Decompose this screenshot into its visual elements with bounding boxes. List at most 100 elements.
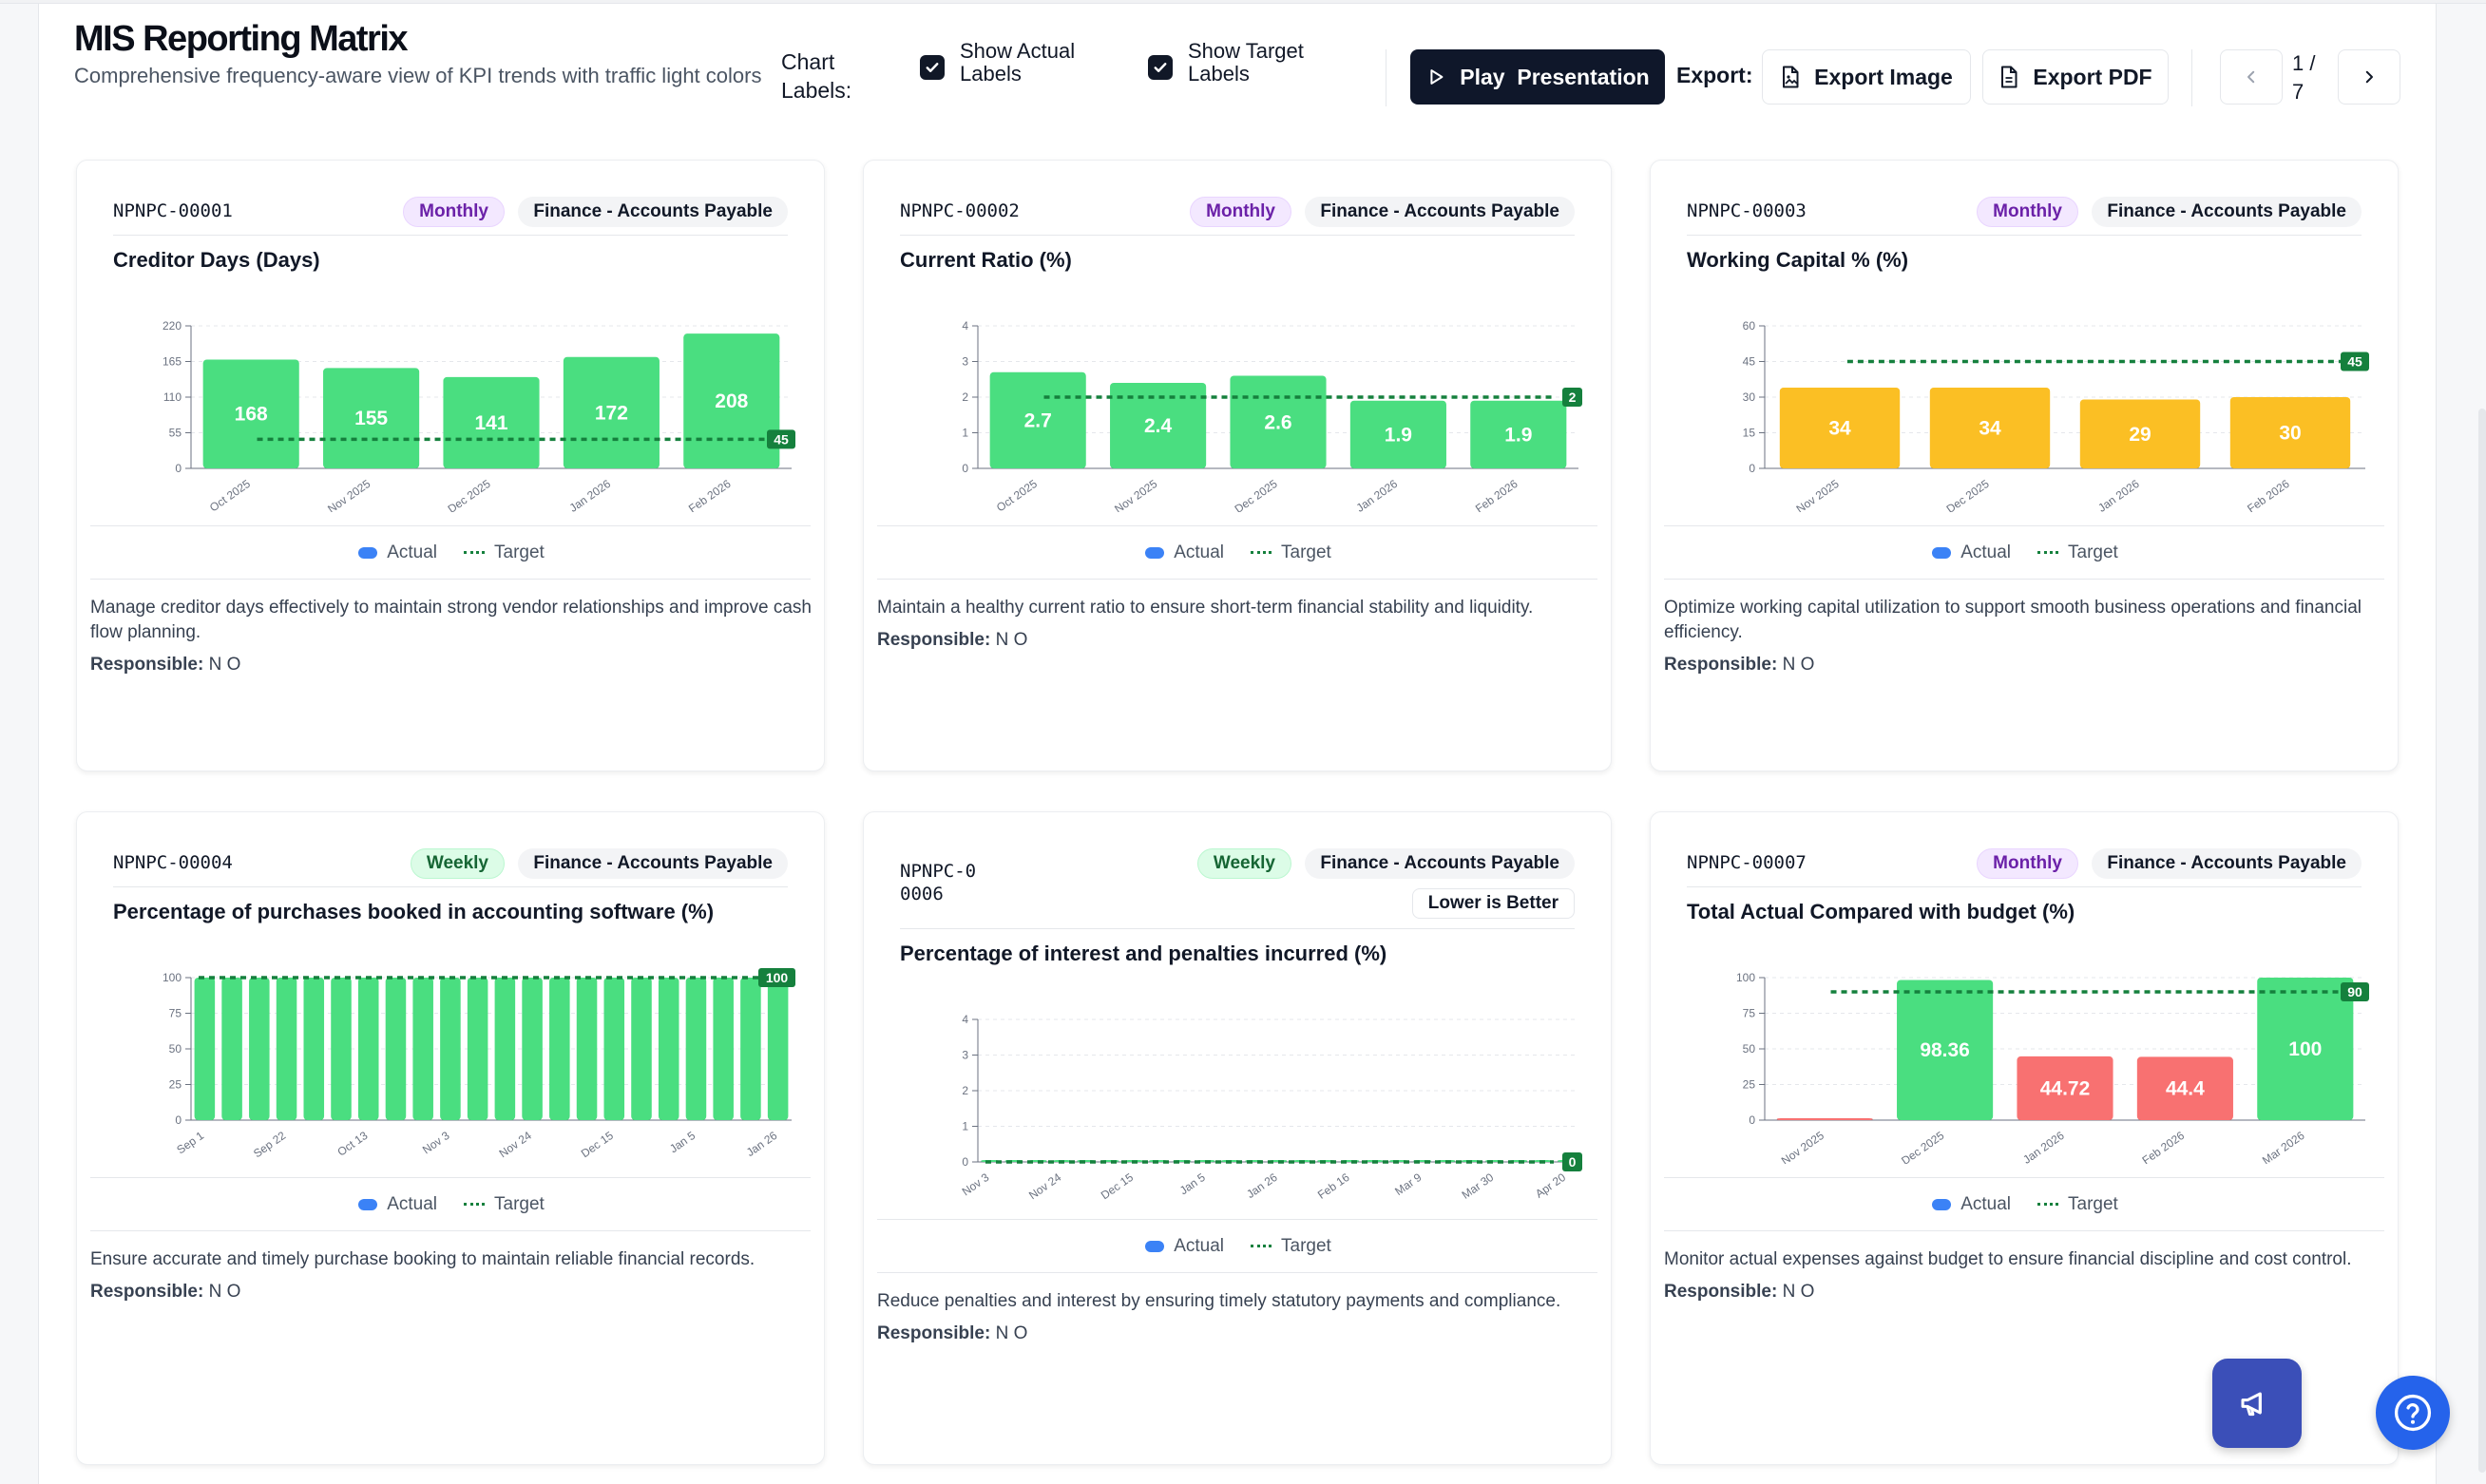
show-target-labels-checkbox[interactable]: Show Target Labels <box>1148 40 1330 86</box>
legend-actual[interactable]: Actual <box>358 1194 437 1215</box>
target-label-badge <box>767 429 795 449</box>
divider <box>90 1230 811 1231</box>
legend-target[interactable]: Target <box>2037 542 2118 563</box>
x-tick-label: Nov 2025 <box>1779 1129 1826 1164</box>
bar[interactable] <box>494 978 516 1120</box>
bar[interactable] <box>685 978 707 1120</box>
bar[interactable] <box>767 978 789 1120</box>
bar[interactable] <box>713 978 734 1120</box>
y-tick-label: 0 <box>1749 1113 1755 1127</box>
legend-target[interactable]: Target <box>2037 1194 2118 1215</box>
bar[interactable] <box>576 978 598 1120</box>
bar[interactable] <box>249 978 270 1120</box>
bar[interactable] <box>1897 980 1994 1120</box>
export-pdf-label: Export PDF <box>2033 64 2152 89</box>
previous-page-button[interactable] <box>2220 49 2283 105</box>
bar[interactable] <box>276 978 297 1120</box>
frequency-badge: Weekly <box>1196 848 1291 879</box>
department-badge: Finance - Accounts Payable <box>518 848 788 879</box>
bar[interactable] <box>2229 397 2351 468</box>
bar[interactable] <box>549 978 570 1120</box>
x-tick-label: Mar 30 <box>1460 1170 1497 1202</box>
bar[interactable] <box>2017 1056 2113 1120</box>
scrollbar[interactable] <box>2478 409 2486 1473</box>
divider <box>900 235 1575 236</box>
bar[interactable] <box>443 376 540 468</box>
bar[interactable] <box>323 368 420 468</box>
legend-actual[interactable]: Actual <box>358 542 437 563</box>
legend-actual[interactable]: Actual <box>1145 1236 1224 1257</box>
bar[interactable] <box>467 978 488 1120</box>
play-presentation-button[interactable]: Play Presentation <box>1410 49 1665 105</box>
kpi-chart: 0 25 50 75 100 Nov 2025 98.36 Dec 2025 44.72 Jan … <box>1651 955 2400 1168</box>
bar[interactable] <box>303 978 325 1120</box>
export-pdf-button[interactable]: Export PDF <box>1982 49 2169 105</box>
bar[interactable] <box>2257 978 2354 1120</box>
kpi-description: Manage creditor days effectively to main… <box>90 598 812 642</box>
legend-target[interactable]: Target <box>1251 542 1331 563</box>
bar[interactable] <box>2079 399 2201 469</box>
chart-legend: Actual Target <box>1651 542 2400 563</box>
kpi-chart: 0 1 2 3 4 Nov 3 Nov 24 Dec 15 Jan 5 Jan 26 Feb 16 M… <box>864 997 1613 1206</box>
bar[interactable] <box>357 978 379 1120</box>
bar[interactable] <box>740 978 761 1120</box>
bar[interactable] <box>194 978 216 1120</box>
legend-actual-swatch <box>1932 546 1952 559</box>
bar[interactable] <box>1929 388 2051 468</box>
target-label-badge <box>758 968 795 987</box>
bar-value-label: 98.36 <box>1920 1039 1970 1061</box>
next-page-button[interactable] <box>2338 49 2400 105</box>
help-button[interactable] <box>2376 1376 2450 1450</box>
bar[interactable] <box>683 333 780 468</box>
bar[interactable] <box>631 978 652 1120</box>
checkbox-checked-icon[interactable] <box>920 55 945 80</box>
legend-actual[interactable]: Actual <box>1145 542 1224 563</box>
bar[interactable] <box>412 978 433 1120</box>
checkbox-checked-icon[interactable] <box>1148 55 1173 80</box>
divider <box>90 1177 811 1178</box>
x-tick-label: Apr 20 <box>1533 1170 1568 1201</box>
bar[interactable] <box>1110 383 1207 468</box>
bar[interactable] <box>1349 400 1446 468</box>
bar[interactable] <box>331 978 352 1120</box>
bar[interactable] <box>202 359 299 468</box>
bar[interactable] <box>658 978 679 1120</box>
bar-value-label: 155 <box>354 408 388 429</box>
bar[interactable] <box>1230 375 1327 469</box>
y-tick-label: 50 <box>1743 1042 1756 1056</box>
kpi-chart-svg: 0 1 2 3 4 2.7 Oct 2025 2.4 Nov 2025 2.6 Dec 2025 1.… <box>962 319 1582 516</box>
bar[interactable] <box>522 978 543 1120</box>
export-image-label: Export Image <box>1814 64 1953 89</box>
chart-legend: Actual Target <box>864 1236 1613 1257</box>
divider <box>1664 1230 2384 1231</box>
legend-target[interactable]: Target <box>464 1194 545 1215</box>
x-tick-label: Jan 5 <box>1177 1170 1208 1197</box>
export-image-button[interactable]: Export Image <box>1762 49 1971 105</box>
bar-value-label: 29 <box>2129 424 2151 446</box>
bar[interactable] <box>385 978 407 1120</box>
show-actual-labels-checkbox[interactable]: Show Actual Labels <box>920 40 1102 86</box>
department-badge: Finance - Accounts Payable <box>2092 848 2362 879</box>
bar[interactable] <box>989 371 1086 468</box>
bar[interactable] <box>1776 1118 1873 1120</box>
x-tick-label: Jan 2026 <box>1354 477 1401 512</box>
responsible-value: N O <box>995 630 1028 650</box>
legend-target[interactable]: Target <box>1251 1236 1331 1257</box>
bar-value-label: 44.72 <box>2040 1077 2091 1099</box>
bar[interactable] <box>603 978 625 1120</box>
y-tick-label: 1 <box>962 1120 968 1133</box>
announcements-button[interactable] <box>2212 1359 2302 1448</box>
legend-target[interactable]: Target <box>464 542 545 563</box>
legend-actual[interactable]: Actual <box>1932 1194 2011 1215</box>
bar[interactable] <box>2136 1056 2233 1120</box>
bar[interactable] <box>440 978 461 1120</box>
bar[interactable] <box>1470 400 1567 468</box>
y-tick-label: 25 <box>169 1078 182 1092</box>
bar[interactable] <box>1779 388 1901 468</box>
x-tick-label: Dec 15 <box>1099 1170 1136 1202</box>
legend-actual[interactable]: Actual <box>1932 542 2011 563</box>
bar-value-label: 34 <box>1828 418 1851 440</box>
legend-target-swatch <box>2037 551 2058 555</box>
divider <box>90 525 811 526</box>
bar[interactable] <box>221 978 242 1120</box>
